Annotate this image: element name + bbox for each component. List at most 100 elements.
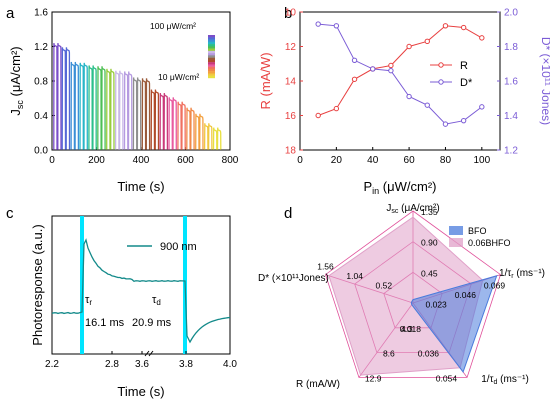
- chart-b-ytick-left-label: 12: [285, 42, 297, 53]
- chart-d-tick-label: 4.3: [401, 324, 413, 334]
- chart-a-colorbar-cell: [208, 46, 215, 49]
- chart-d-series-0: [410, 275, 498, 373]
- axis-break-mark-2: [148, 350, 154, 357]
- panel-label-a: a: [6, 5, 15, 22]
- chart-a-colorbar-cell: [208, 68, 215, 72]
- panel-label-d: d: [284, 205, 292, 222]
- chart-b-point-1: [351, 57, 358, 63]
- chart-b-point-1: [406, 93, 412, 100]
- chart-c-light-switch-marker: [80, 216, 84, 354]
- chart-d-tick-label: 0.52: [376, 281, 393, 291]
- chart-a-xtick-label: 600: [177, 155, 194, 166]
- chart-a-xtick-label: 800: [222, 155, 239, 166]
- legend-r-label: R: [460, 60, 468, 72]
- chart-a-series-2: [70, 61, 80, 150]
- chart-a-series-18: [212, 127, 222, 150]
- chart-d-axis-title-main: 1/τ: [481, 374, 493, 385]
- chart-c-frame: [51, 215, 231, 355]
- chart-a-series-3: [79, 62, 88, 150]
- chart-d-axis-title-unit: (μA/cm²): [398, 203, 439, 214]
- chart-a-legend-top: 100 μW/cm²: [150, 21, 196, 31]
- chart-c-xlabel: Time (s): [117, 384, 164, 399]
- chart-d-axis-title-unit: (ms⁻¹): [514, 268, 545, 279]
- tau-r-value: 16.1 ms: [85, 317, 125, 329]
- chart-b-point-0: [460, 24, 467, 31]
- chart-b: 0 20 40 60 80 100 10 12 14 16 18 1.2 1.4 1.6 1.8 2.0 R …: [258, 8, 550, 197]
- chart-d-tick-label: 0.046: [455, 290, 477, 300]
- chart-d-axis-title: R (mA/W): [296, 379, 340, 390]
- chart-a-series-17: [203, 123, 213, 150]
- chart-a-colorbar-cell: [208, 66, 215, 70]
- chart-b-point-0: [424, 38, 430, 45]
- chart-b-point-1: [424, 102, 430, 108]
- chart-a-ytick-label: 0.0: [34, 146, 48, 157]
- chart-b-xtick-label: 60: [404, 155, 416, 166]
- panel-label-b: b: [284, 5, 292, 22]
- chart-d-tick-label: 0.036: [418, 349, 440, 359]
- chart-b-xtick-label: 80: [440, 155, 452, 166]
- tau-d-sub: d: [156, 298, 160, 307]
- chart-b-point-0: [351, 76, 358, 82]
- chart-a-series-7: [114, 70, 124, 150]
- chart-d-tick-label: 0.069: [484, 281, 506, 291]
- legend-d-label: D*: [460, 77, 473, 89]
- chart-b-ytick-right-label: 1.6: [504, 77, 518, 88]
- chart-d: 0.45 0.90 1.35 0.023 0.046 0.069 0.018 0.036 0.0…: [258, 203, 545, 390]
- chart-b-point-0: [315, 112, 321, 119]
- chart-c-axis-break: [144, 350, 154, 357]
- chart-d-tick-label: 0.018: [400, 324, 422, 334]
- chart-b-xtick-label: 20: [331, 155, 343, 166]
- chart-d-axis-title: 1/τd (ms⁻¹): [481, 374, 529, 386]
- chart-a-xtick-label: 400: [133, 155, 150, 166]
- chart-d-tick-label: 1.56: [317, 262, 334, 272]
- chart-a-series-1: [61, 47, 71, 150]
- chart-b-point-1: [370, 66, 376, 72]
- chart-a-series-9: [132, 77, 142, 150]
- chart-d-grid-ring: [325, 210, 501, 378]
- chart-a-ylabel-main: J: [8, 109, 23, 116]
- chart-a-series-14: [177, 101, 186, 150]
- tau-r-sub: r: [89, 298, 92, 307]
- chart-b-point-1: [479, 104, 485, 110]
- chart-d-axis-title-sub: sc: [391, 208, 399, 215]
- chart-b-xtick-label: 40: [367, 155, 379, 166]
- chart-b-xlabel-unit: (μW/cm²): [379, 179, 436, 194]
- chart-b-point-1: [315, 21, 321, 27]
- tau-r-label: τr: [85, 294, 92, 307]
- chart-d-axis-title-sub: d: [494, 379, 498, 386]
- legend-bhfo-swatch: [449, 238, 463, 247]
- chart-d-axis-title-main: D* (×10¹¹Jones): [258, 273, 329, 284]
- chart-d-tick-label: 0.023: [426, 300, 448, 310]
- chart-a-series-8: [123, 71, 133, 150]
- chart-a-ylabel-unit: (μA/cm²): [8, 46, 23, 100]
- chart-b-ylabel-right: D* (×10¹¹ Jones): [539, 37, 550, 125]
- chart-a-colorbar-cell: [208, 50, 215, 54]
- chart-b-xlabel: Pin (μW/cm²): [364, 179, 437, 196]
- chart-a-series-4: [88, 65, 97, 150]
- legend-d-marker: [438, 79, 444, 85]
- tau-d-value: 20.9 ms: [132, 317, 172, 329]
- chart-a-series-5: [97, 66, 106, 150]
- chart-a-xtick-label: 0: [49, 155, 55, 166]
- chart-b-point-0: [406, 43, 412, 50]
- chart-a-colorbar-cell: [208, 55, 215, 58]
- chart-b-point-0: [442, 23, 449, 29]
- chart-a-colorbar-cell: [208, 53, 215, 56]
- chart-a-colorbar-cell: [208, 73, 215, 76]
- chart-b-ytick-right-label: 1.8: [504, 42, 518, 53]
- chart-b-ytick-right-label: 2.0: [504, 8, 518, 19]
- chart-c-xtick-label: 4.0: [223, 359, 237, 370]
- chart-b-line-0: [318, 25, 483, 116]
- chart-a-ytick-label: 1.6: [34, 8, 48, 19]
- chart-b-xtick-label: 100: [473, 155, 490, 166]
- chart-d-axis-title: Jsc (μA/cm²): [386, 203, 439, 215]
- chart-b-xtick-label: 0: [297, 155, 303, 166]
- chart-a-colorbar-cell: [208, 48, 215, 52]
- legend-r-marker: [438, 62, 444, 68]
- chart-a-series-0: [53, 43, 62, 150]
- chart-d-axis-title-main: 1/τ: [499, 268, 511, 279]
- chart-b-ytick-left-label: 18: [285, 146, 297, 157]
- chart-a-series-13: [168, 97, 177, 150]
- chart-a-ytick-label: 1.2: [34, 42, 48, 53]
